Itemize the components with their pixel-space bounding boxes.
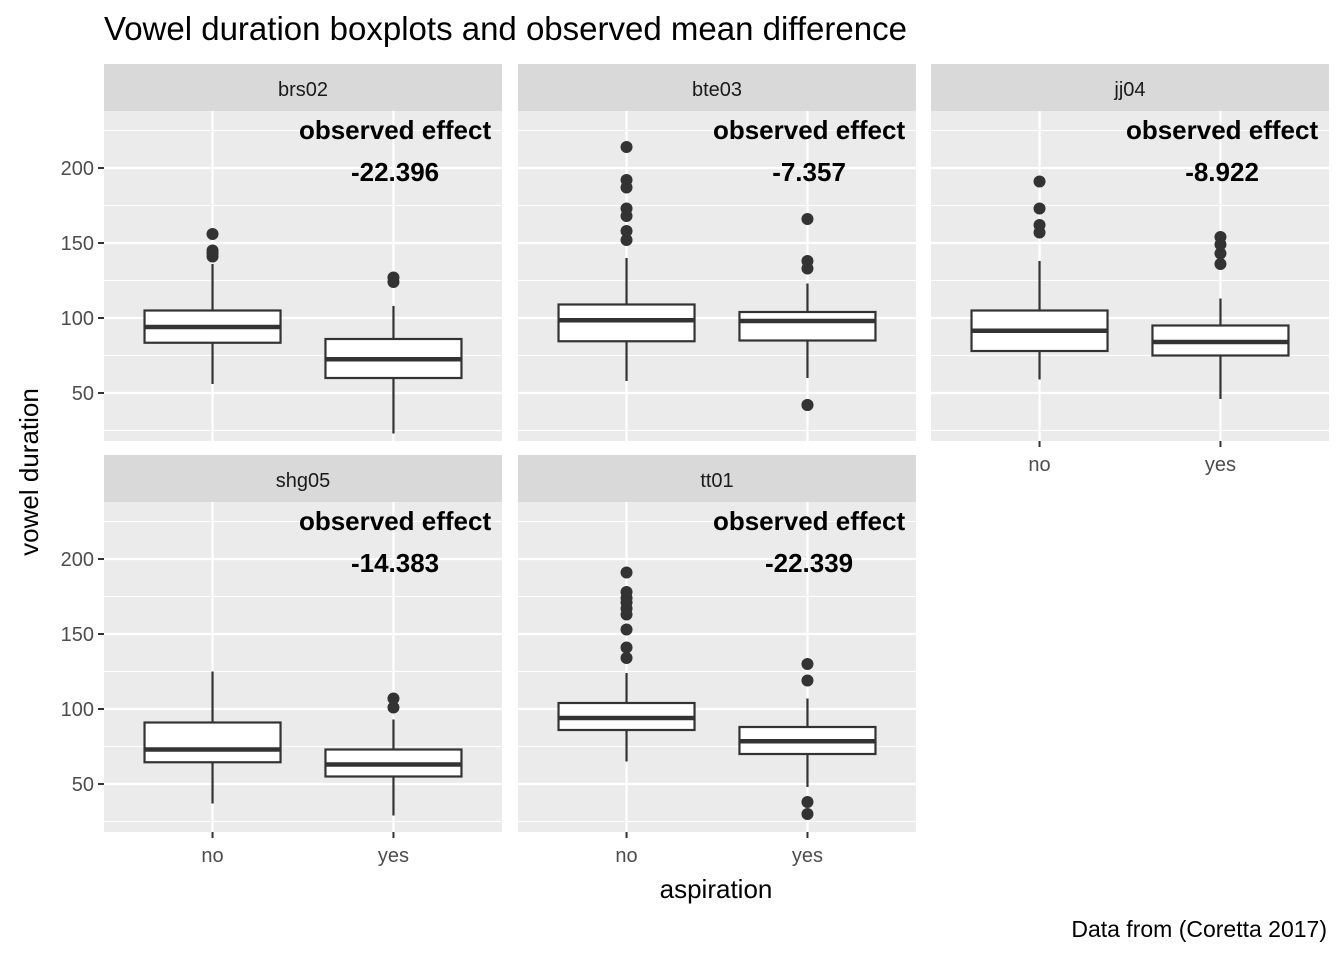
facet-strip <box>104 455 502 502</box>
box-iqr <box>557 303 696 343</box>
observed-effect-label: observed effect <box>299 115 492 145</box>
panel-background <box>104 502 502 832</box>
box-iqr <box>143 721 282 764</box>
outlier-point <box>801 658 814 670</box>
outlier-point <box>801 808 814 820</box>
box-iqr <box>738 310 877 342</box>
y-tick-label: 200 <box>61 549 94 571</box>
facet-panel-brs02: brs02 observed effect -22.396 50 100 150 200 <box>61 64 502 441</box>
facet-strip <box>104 64 502 111</box>
facet-strip-label: brs02 <box>278 79 328 101</box>
outlier-point <box>620 202 633 215</box>
facet-strip-label: shg05 <box>276 470 331 492</box>
outlier-point <box>620 225 633 237</box>
panel-background <box>518 502 916 832</box>
outlier-point <box>620 641 633 654</box>
box-no <box>557 566 696 762</box>
box-yes <box>738 213 877 411</box>
observed-effect-label: observed effect <box>713 115 906 145</box>
panel-background <box>518 111 916 441</box>
facet-strip <box>518 455 916 502</box>
y-tick-label: 100 <box>61 699 94 721</box>
observed-effect-value: -8.922 <box>1185 157 1259 187</box>
x-tick-label: no <box>1028 454 1050 476</box>
outlier-point <box>620 652 633 664</box>
y-tick-label: 100 <box>61 308 94 330</box>
outlier-point <box>206 244 219 257</box>
facet-strip-label: tt01 <box>700 470 733 492</box>
outlier-point <box>801 674 814 687</box>
chart-caption: Data from (Coretta 2017) <box>1071 916 1327 942</box>
x-axis-title: aspiration <box>660 874 773 904</box>
outlier-point <box>620 586 633 598</box>
box-no <box>557 141 696 381</box>
observed-effect-value: -7.357 <box>772 157 846 187</box>
y-tick-label: 150 <box>61 233 94 255</box>
outlier-point <box>620 234 633 246</box>
outlier-point <box>801 213 814 225</box>
x-tick-label: yes <box>378 845 409 867</box>
box-no <box>970 175 1109 380</box>
outlier-point <box>1033 175 1046 188</box>
observed-effect-value: -22.396 <box>351 157 439 187</box>
outlier-point <box>620 141 633 153</box>
outlier-point <box>620 174 633 186</box>
facet-strip <box>518 64 916 111</box>
outlier-point <box>801 255 814 267</box>
box-no <box>143 228 282 384</box>
facet-panel-tt01: tt01 observed effect -22.339 no yes <box>518 455 916 867</box>
x-tick-label: no <box>201 845 223 867</box>
chart-title: Vowel duration boxplots and observed mea… <box>104 10 907 47</box>
panel-background <box>931 111 1329 441</box>
facet-panel-shg05: shg05 observed effect -14.383 50 100 150 200 no… <box>61 455 502 867</box>
box-yes <box>1151 231 1290 399</box>
facet-panel-jj04: jj04 observed effect -8.922 no yes <box>931 64 1329 476</box>
facet-strip-label: jj04 <box>1113 79 1145 101</box>
facet-panel-bte03: bte03 observed effect -7.357 <box>518 64 916 441</box>
observed-effect-label: observed effect <box>299 506 492 536</box>
x-tick-label: no <box>615 845 637 867</box>
x-tick-label: yes <box>1205 454 1236 476</box>
outlier-point <box>387 271 400 284</box>
outlier-point <box>1214 231 1227 243</box>
facet-strip <box>931 64 1329 111</box>
box-no <box>143 671 282 804</box>
outlier-point <box>206 228 219 240</box>
observed-effect-label: observed effect <box>1126 115 1319 145</box>
observed-effect-label: observed effect <box>713 506 906 536</box>
outlier-point <box>620 566 633 579</box>
outlier-point <box>801 796 814 808</box>
outlier-point <box>1033 202 1046 215</box>
y-tick-label: 50 <box>72 774 94 796</box>
facet-panels: brs02 observed effect -22.396 50 100 150 200 bt… <box>61 64 1329 867</box>
outlier-point <box>801 399 814 411</box>
outlier-point <box>1214 258 1227 270</box>
outlier-point <box>1033 219 1046 231</box>
x-tick-label: yes <box>792 845 823 867</box>
y-tick-label: 200 <box>61 158 94 180</box>
y-tick-label: 150 <box>61 624 94 646</box>
outlier-point <box>620 623 633 636</box>
box-yes <box>738 658 877 820</box>
observed-effect-value: -14.383 <box>351 548 439 578</box>
outlier-point <box>1214 247 1227 260</box>
y-tick-label: 50 <box>72 383 94 405</box>
outlier-point <box>387 701 400 714</box>
observed-effect-value: -22.339 <box>765 548 853 578</box>
outlier-point <box>387 692 400 705</box>
y-axis-title: vowel duration <box>14 388 44 556</box>
box-yes <box>324 271 463 434</box>
panel-background <box>104 111 502 441</box>
box-yes <box>324 692 463 816</box>
facet-strip-label: bte03 <box>692 79 742 101</box>
